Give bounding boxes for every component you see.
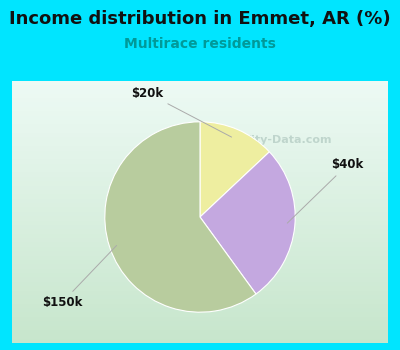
Bar: [12, 317, 388, 321]
Bar: [12, 225, 388, 229]
Bar: [12, 264, 388, 269]
Bar: [12, 251, 388, 256]
Bar: [12, 124, 388, 128]
Bar: [12, 212, 388, 216]
Bar: [12, 150, 388, 155]
Bar: [12, 155, 388, 159]
Bar: [12, 277, 388, 282]
Bar: [12, 295, 388, 299]
Bar: [12, 312, 388, 317]
Bar: [12, 137, 388, 142]
Wedge shape: [200, 152, 295, 294]
Bar: [12, 199, 388, 203]
Bar: [12, 216, 388, 220]
Wedge shape: [200, 122, 269, 217]
Bar: [12, 133, 388, 137]
Bar: [12, 116, 388, 120]
Bar: [12, 181, 388, 186]
Bar: [12, 107, 388, 111]
Bar: [12, 269, 388, 273]
Bar: [12, 173, 388, 177]
Bar: [12, 282, 388, 286]
Bar: [12, 129, 388, 133]
Bar: [12, 207, 388, 212]
Text: Multirace residents: Multirace residents: [124, 37, 276, 51]
Text: $20k: $20k: [132, 87, 232, 137]
Bar: [12, 303, 388, 308]
Bar: [12, 177, 388, 181]
Bar: [12, 220, 388, 225]
Bar: [12, 190, 388, 194]
Bar: [12, 256, 388, 260]
Bar: [12, 334, 388, 339]
Bar: [12, 89, 388, 93]
Bar: [12, 260, 388, 264]
Bar: [12, 203, 388, 207]
Text: $150k: $150k: [42, 245, 116, 309]
Bar: [12, 93, 388, 98]
Bar: [12, 247, 388, 251]
Bar: [12, 299, 388, 304]
Text: Income distribution in Emmet, AR (%): Income distribution in Emmet, AR (%): [9, 10, 391, 28]
Text: City-Data.com: City-Data.com: [244, 135, 332, 145]
Bar: [12, 339, 388, 343]
Bar: [12, 186, 388, 190]
Bar: [12, 238, 388, 242]
Bar: [12, 111, 388, 116]
Bar: [12, 168, 388, 172]
Bar: [12, 159, 388, 164]
Bar: [12, 308, 388, 312]
Bar: [12, 164, 388, 168]
Bar: [12, 330, 388, 334]
Bar: [12, 98, 388, 102]
Wedge shape: [105, 122, 256, 312]
Bar: [12, 85, 388, 89]
Bar: [12, 142, 388, 146]
Bar: [12, 234, 388, 238]
Bar: [12, 326, 388, 330]
Bar: [12, 290, 388, 295]
Bar: [12, 120, 388, 124]
Bar: [12, 146, 388, 150]
Bar: [12, 229, 388, 234]
Bar: [12, 80, 388, 85]
Bar: [12, 273, 388, 277]
Text: $40k: $40k: [287, 158, 364, 223]
Bar: [12, 102, 388, 107]
Bar: [12, 194, 388, 198]
Bar: [12, 321, 388, 326]
Bar: [12, 286, 388, 290]
Bar: [12, 242, 388, 247]
